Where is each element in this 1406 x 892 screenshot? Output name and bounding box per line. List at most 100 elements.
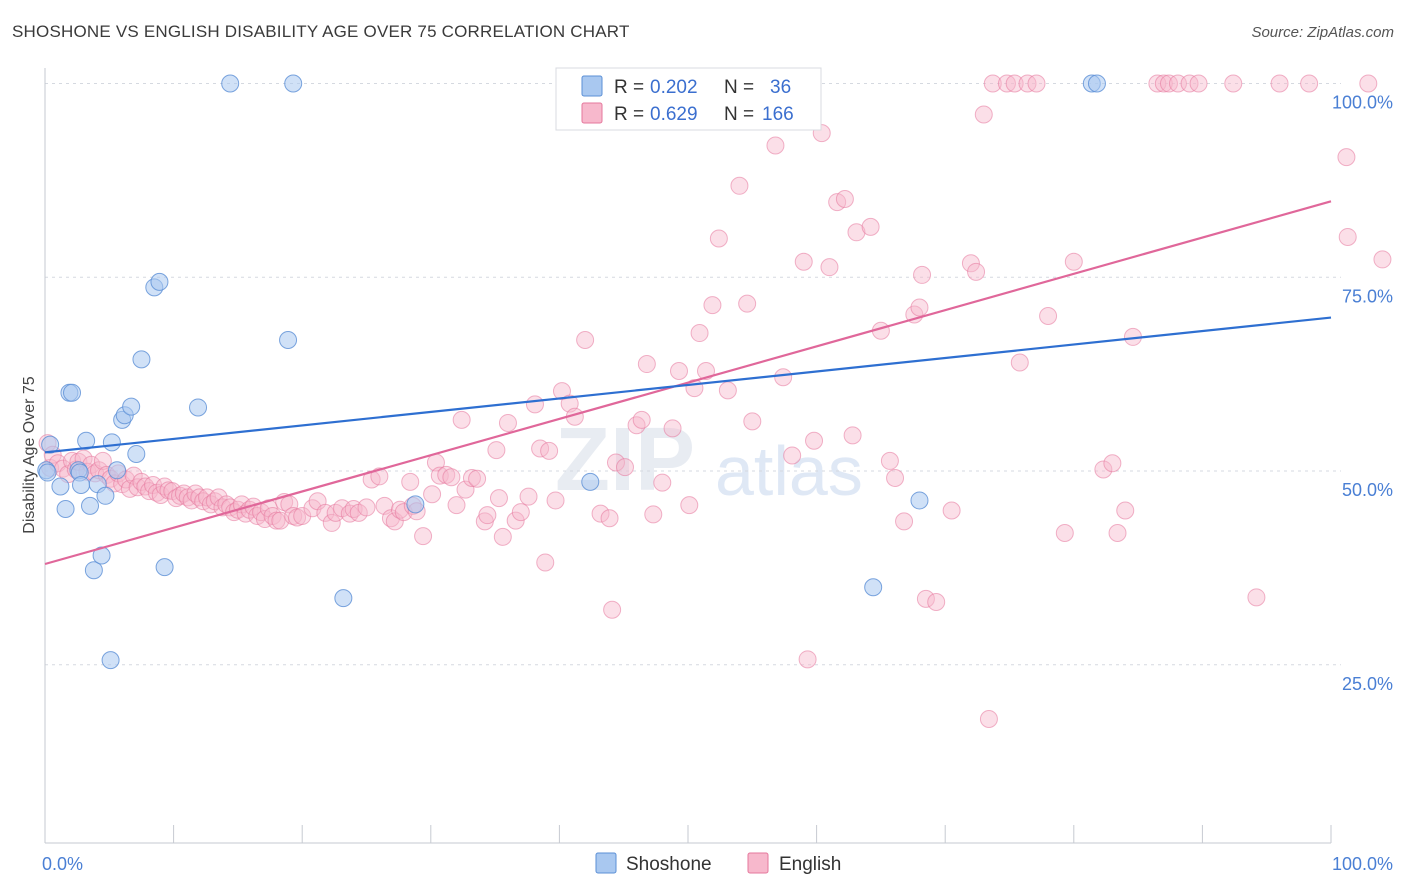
english-point xyxy=(997,74,1016,93)
english-point xyxy=(423,485,442,504)
english-point xyxy=(743,412,762,431)
y-tick-labels: 25.0% 50.0% 75.0% 100.0% xyxy=(1332,93,1393,694)
legend-swatch-shoshone xyxy=(581,75,603,97)
english-point xyxy=(1247,588,1266,607)
shoshone-point xyxy=(150,272,169,291)
english-point xyxy=(927,592,946,611)
english-point xyxy=(487,441,506,460)
english-point xyxy=(718,381,737,400)
shoshone-point xyxy=(406,495,425,514)
y-tick-label: 75.0% xyxy=(1342,286,1393,306)
axes xyxy=(44,68,1332,844)
english-point xyxy=(1300,74,1319,93)
bottom-legend-swatch-shoshone xyxy=(595,852,617,874)
english-point xyxy=(576,331,595,350)
shoshone-point xyxy=(284,74,303,93)
english-point xyxy=(357,498,376,517)
english-point xyxy=(1337,148,1356,167)
legend-r-label-english: R = xyxy=(614,104,644,125)
english-point xyxy=(1224,74,1243,93)
english-point xyxy=(663,419,682,438)
english-point xyxy=(632,410,651,429)
english-point xyxy=(506,511,525,530)
english-point xyxy=(709,229,728,248)
legend-r-value-english: 0.629 xyxy=(650,104,698,125)
legend-swatch-english xyxy=(581,102,603,124)
english-point xyxy=(540,441,559,460)
shoshone-point xyxy=(72,475,91,494)
shoshone-point xyxy=(221,74,240,93)
legend-n-value-shoshone: 36 xyxy=(770,77,791,98)
english-point xyxy=(468,469,487,488)
english-point xyxy=(794,252,813,271)
english-point xyxy=(886,468,905,487)
english-point xyxy=(843,426,862,445)
english-point xyxy=(861,217,880,236)
english-point xyxy=(600,509,619,528)
y-tick-label: 25.0% xyxy=(1342,674,1393,694)
english-point xyxy=(1154,74,1173,93)
english-point xyxy=(1159,74,1178,93)
legend-r-value-shoshone: 0.202 xyxy=(650,77,698,98)
shoshone-point xyxy=(189,398,208,417)
shoshone-point xyxy=(279,331,298,350)
english-point xyxy=(401,472,420,491)
correlation-legend: R = 0.202 N = 36 R = 0.629 N = 166 xyxy=(555,67,822,131)
english-point xyxy=(1010,353,1029,372)
english-point xyxy=(774,368,793,387)
legend-n-value-english: 166 xyxy=(762,104,794,125)
english-point xyxy=(493,527,512,546)
english-point xyxy=(1039,307,1058,325)
english-point xyxy=(961,254,980,273)
english-point xyxy=(798,650,817,669)
shoshone-point xyxy=(334,589,353,608)
english-point xyxy=(385,512,404,531)
english-point xyxy=(690,324,709,343)
english-point xyxy=(910,298,929,317)
english-point xyxy=(316,503,335,522)
english-point xyxy=(519,487,538,506)
english-point xyxy=(1018,74,1037,93)
x-tick-label: 100.0% xyxy=(1332,854,1393,874)
english-point xyxy=(1094,460,1113,479)
english-point xyxy=(942,501,961,520)
source-label: Source: ZipAtlas.com xyxy=(1251,24,1394,41)
bottom-legend-label-shoshone: Shoshone xyxy=(626,854,712,875)
english-point xyxy=(322,513,341,532)
english-point xyxy=(835,189,854,208)
english-point xyxy=(447,496,466,515)
english-point xyxy=(703,296,722,315)
shoshone-point xyxy=(38,463,57,482)
english-point xyxy=(967,262,986,281)
x-tick-label: 0.0% xyxy=(42,854,83,874)
shoshone-point xyxy=(102,433,121,452)
english-point xyxy=(820,258,839,277)
shoshone-point xyxy=(581,472,600,491)
shoshone-point xyxy=(127,444,146,463)
shoshone-point xyxy=(864,578,883,597)
shoshone-point xyxy=(108,461,127,480)
english-point xyxy=(680,496,699,515)
english-point xyxy=(456,480,475,499)
english-point xyxy=(738,294,757,313)
english-point xyxy=(1373,250,1392,269)
english-point xyxy=(1270,74,1289,93)
english-point xyxy=(442,468,461,487)
english-point xyxy=(209,488,228,507)
english-point xyxy=(606,453,625,472)
english-point xyxy=(1005,74,1024,93)
series-english-points xyxy=(38,74,1392,728)
english-point xyxy=(326,503,345,522)
shoshone-point xyxy=(155,558,174,577)
english-point xyxy=(293,506,312,525)
english-point xyxy=(979,710,998,728)
english-point xyxy=(452,410,471,429)
shoshone-point xyxy=(84,561,103,580)
trend-lines xyxy=(44,200,1332,566)
english-point xyxy=(370,467,389,486)
english-point xyxy=(637,355,656,374)
english-point xyxy=(913,265,932,284)
watermark-zip: ZIP xyxy=(555,410,695,510)
english-point xyxy=(478,506,497,525)
english-point xyxy=(916,589,935,608)
